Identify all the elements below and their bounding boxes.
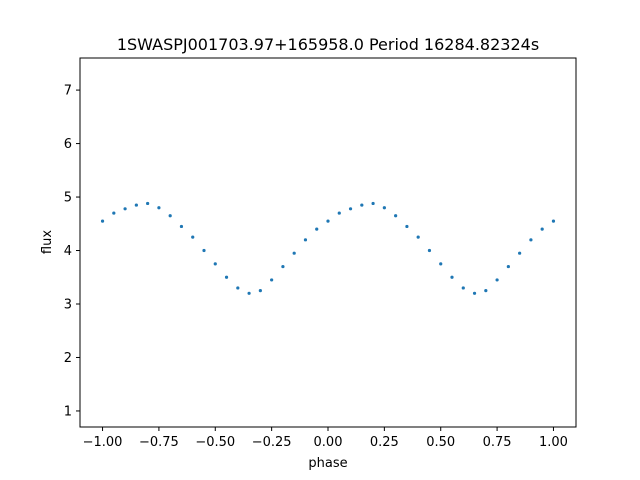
data-point [292, 251, 296, 255]
data-point [146, 201, 150, 206]
x-tick-label: −1.00 [83, 435, 123, 450]
data-point [416, 235, 420, 239]
x-tick-label: 1.00 [539, 435, 568, 450]
data-point [224, 275, 229, 279]
x-tick-label: 0.50 [426, 435, 455, 450]
data-point [529, 238, 533, 242]
data-point [506, 264, 510, 269]
data-point [303, 238, 308, 242]
data-point [202, 248, 206, 253]
data-point [371, 201, 375, 206]
data-point [461, 286, 465, 290]
data-point [100, 219, 105, 223]
y-tick-label: 2 [64, 351, 72, 366]
data-point [337, 211, 341, 215]
plot-frame [79, 57, 577, 428]
y-tick-label: 7 [64, 84, 72, 99]
data-point [258, 289, 262, 293]
data-point [382, 206, 386, 210]
x-tick-label: 0.75 [483, 435, 512, 450]
data-point [315, 227, 319, 231]
data-point [427, 248, 432, 253]
data-point [484, 289, 488, 293]
data-point [360, 203, 364, 207]
x-tick-label: −0.25 [252, 435, 292, 450]
x-axis-label: phase [308, 456, 347, 471]
y-tick-label: 5 [64, 191, 72, 206]
data-point [112, 211, 116, 215]
y-tick-label: 6 [64, 137, 72, 152]
data-point [551, 219, 556, 223]
data-points [100, 201, 556, 295]
y-tick-label: 3 [64, 298, 72, 313]
x-tick-label: 0.25 [370, 435, 399, 450]
data-point [123, 207, 127, 211]
data-point [394, 214, 398, 218]
chart-title: 1SWASPJ001703.97+165958.0 Period 16284.8… [117, 35, 539, 54]
data-point [270, 278, 274, 282]
data-point [236, 286, 240, 290]
data-point [281, 264, 285, 269]
y-tick-label: 4 [64, 244, 72, 259]
data-point [134, 203, 138, 207]
data-point [472, 291, 477, 295]
y-axis: 1 2 3 4 5 6 7 [64, 84, 80, 419]
data-point [179, 224, 184, 229]
x-tick-label: −0.75 [139, 435, 179, 450]
data-point [247, 291, 251, 295]
y-tick-label: 1 [64, 404, 72, 419]
y-axis-label: flux [40, 230, 55, 254]
data-point [405, 224, 409, 229]
data-point [495, 278, 499, 282]
x-tick-label: 0.00 [314, 435, 343, 450]
data-point [348, 207, 353, 211]
data-point [168, 214, 172, 218]
data-point [326, 219, 330, 223]
data-point [213, 262, 217, 266]
x-axis: −1.00 −0.75 −0.50 −0.25 0.00 0.25 0.50 0.75 1.00 [83, 427, 568, 450]
data-point [450, 275, 454, 279]
x-tick-label: −0.50 [195, 435, 235, 450]
data-point [439, 262, 443, 266]
data-point [191, 235, 195, 239]
data-point [157, 206, 161, 210]
data-point [540, 227, 544, 231]
data-point [518, 251, 522, 255]
